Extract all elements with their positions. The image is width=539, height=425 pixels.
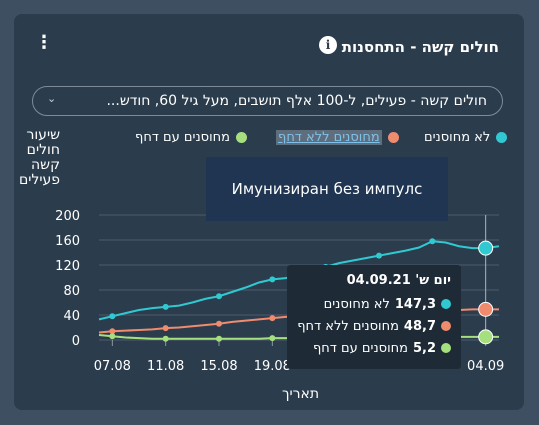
x-tick-label: 19.08	[254, 359, 291, 374]
tooltip-label: לא מחוסנים	[323, 296, 390, 312]
chart-tooltip: יום ש' 04.09.21 147,3 לא מחוסנים 48,7 מח…	[287, 265, 461, 369]
legend-item-vaccinated-booster[interactable]: מחוסנים עם דחף	[135, 130, 247, 145]
y-tick-label: 160	[55, 234, 80, 249]
legend-item-vaccinated-no-booster[interactable]: מחוסנים ללא דחף	[276, 130, 399, 145]
data-point	[162, 335, 169, 342]
chart-card: חולים קשה - התחסנות i ⋮ חולים קשה - פעיל…	[14, 14, 524, 410]
tooltip-label: מחוסנים עם דחף	[312, 340, 408, 356]
banner-text: Имунизиран без импулс	[231, 180, 423, 198]
data-point	[216, 320, 222, 327]
data-point	[109, 328, 116, 335]
tooltip-value: 147,3	[394, 296, 436, 312]
x-tick-label: 11.08	[147, 359, 184, 374]
tooltip-label: מחוסנים ללא דחף	[297, 318, 399, 334]
filter-selected-value: חולים קשה - פעילים, ל-100 אלף תושבים, מע…	[106, 93, 487, 109]
legend-dot	[235, 132, 247, 143]
hover-marker	[478, 329, 494, 345]
legend-dot	[387, 132, 399, 143]
y-tick-label: 40	[63, 309, 80, 324]
data-point	[162, 303, 169, 310]
tooltip-row: 48,7 מחוסנים ללא דחף	[297, 315, 451, 337]
legend-dot	[496, 132, 508, 143]
y-tick-label: 80	[63, 284, 80, 299]
tooltip-dot	[441, 343, 451, 353]
x-tick-label: 04.09	[467, 359, 504, 374]
chevron-down-icon: ⌄	[47, 92, 57, 105]
tooltip-value: 5,2	[412, 340, 436, 356]
data-point	[269, 276, 276, 283]
info-icon[interactable]: i	[319, 36, 337, 54]
data-point	[109, 313, 116, 320]
x-axis-title: תאריך	[282, 386, 320, 402]
y-tick-label: 0	[72, 334, 80, 349]
tooltip-dot	[441, 321, 451, 331]
hover-marker	[478, 240, 494, 256]
y-tick-label: 120	[55, 259, 80, 274]
tooltip-dot	[441, 299, 451, 309]
card-title: חולים קשה - התחסנות	[341, 38, 499, 56]
data-point	[216, 293, 222, 300]
data-point	[216, 335, 222, 342]
legend-item-unvaccinated[interactable]: לא מחוסנים	[424, 130, 508, 145]
x-tick-label: 15.08	[200, 359, 237, 374]
overlay-banner: Имунизиран без импулс	[206, 157, 448, 221]
legend-label: לא מחוסנים	[424, 130, 491, 145]
data-point	[109, 333, 116, 340]
data-point	[376, 252, 382, 259]
tooltip-title: יום ש' 04.09.21	[346, 273, 451, 288]
tooltip-row: 147,3 לא מחוסנים	[297, 293, 451, 315]
legend-label: מחוסנים עם דחף	[135, 130, 230, 145]
data-point	[162, 325, 169, 332]
data-point	[269, 335, 276, 342]
legend-label: מחוסנים ללא דחף	[276, 130, 382, 145]
data-point	[269, 315, 276, 322]
y-tick-label: 200	[55, 209, 80, 224]
tooltip-row: 5,2 מחוסנים עם דחף	[297, 337, 451, 359]
hover-marker	[478, 301, 494, 317]
tooltip-value: 48,7	[403, 318, 436, 334]
filter-select[interactable]: חולים קשה - פעילים, ל-100 אלף תושבים, מע…	[32, 86, 503, 116]
data-point	[429, 238, 436, 245]
x-tick-label: 07.08	[94, 359, 131, 374]
y-axis-title: שיעור חולים קשה פעילים	[18, 127, 60, 188]
